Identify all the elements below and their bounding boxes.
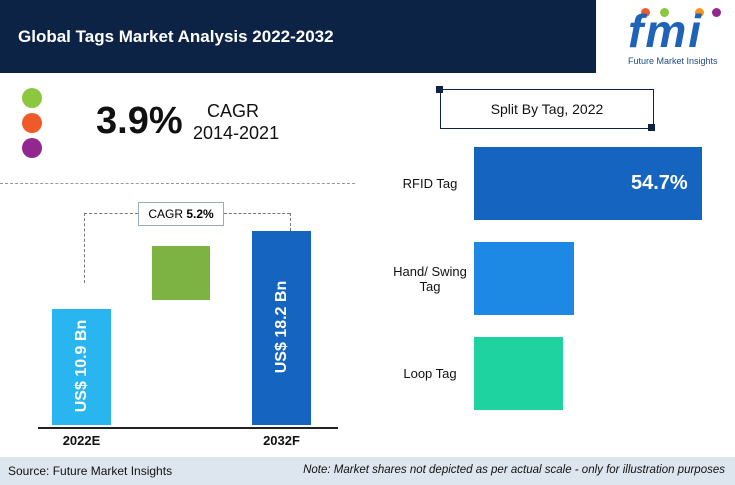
header-band — [0, 0, 596, 73]
logo-dot — [641, 8, 650, 17]
title: Global Tags Market Analysis 2022-2032 — [18, 27, 334, 46]
connector — [290, 213, 291, 231]
note: Note: Market shares not depicted as per … — [303, 464, 725, 476]
bar — [474, 147, 702, 220]
bar — [252, 231, 311, 425]
footer-band — [0, 457, 735, 485]
connector — [84, 213, 138, 214]
cagr-label: CAGR — [207, 101, 260, 121]
split-title: Split By Tag, 2022 — [440, 89, 654, 129]
bar-value-label: 54.7% — [631, 171, 688, 194]
logo-dot — [712, 8, 721, 17]
logo: fmi — [628, 5, 703, 57]
bullet — [22, 138, 42, 158]
category-label: 2032F — [263, 433, 300, 448]
cagr-period: 2014-2021 — [193, 123, 280, 143]
connector — [84, 213, 85, 283]
corner — [436, 86, 443, 93]
category-label: Hand/ Swing Tag — [393, 263, 467, 294]
annotation-value: 5.2% — [186, 207, 214, 221]
bar-value-label: US$ 10.9 Bn — [72, 319, 90, 413]
divider — [0, 183, 355, 184]
logo-subtitle: Future Market Insights — [628, 56, 718, 66]
bullet — [22, 88, 42, 108]
cagr-value: 3.9% — [96, 100, 183, 142]
source: Source: Future Market Insights — [8, 464, 173, 478]
growth-block — [152, 246, 210, 300]
bullet — [22, 113, 42, 133]
bar — [52, 308, 111, 425]
baseline — [38, 427, 338, 429]
cagr-annotation: CAGR 5.2% — [138, 202, 224, 226]
logo-dot — [695, 8, 704, 17]
annotation-label: CAGR — [148, 207, 183, 221]
category-label: RFID Tag — [402, 176, 458, 191]
bar — [474, 242, 575, 315]
bar-value-label: US$ 18.2 Bn — [272, 280, 290, 374]
logo-dot — [660, 8, 669, 17]
category-label: Loop Tag — [403, 366, 457, 381]
category-label: 2022E — [62, 433, 101, 448]
corner — [648, 124, 655, 131]
connector — [224, 213, 290, 214]
bar — [474, 337, 563, 410]
